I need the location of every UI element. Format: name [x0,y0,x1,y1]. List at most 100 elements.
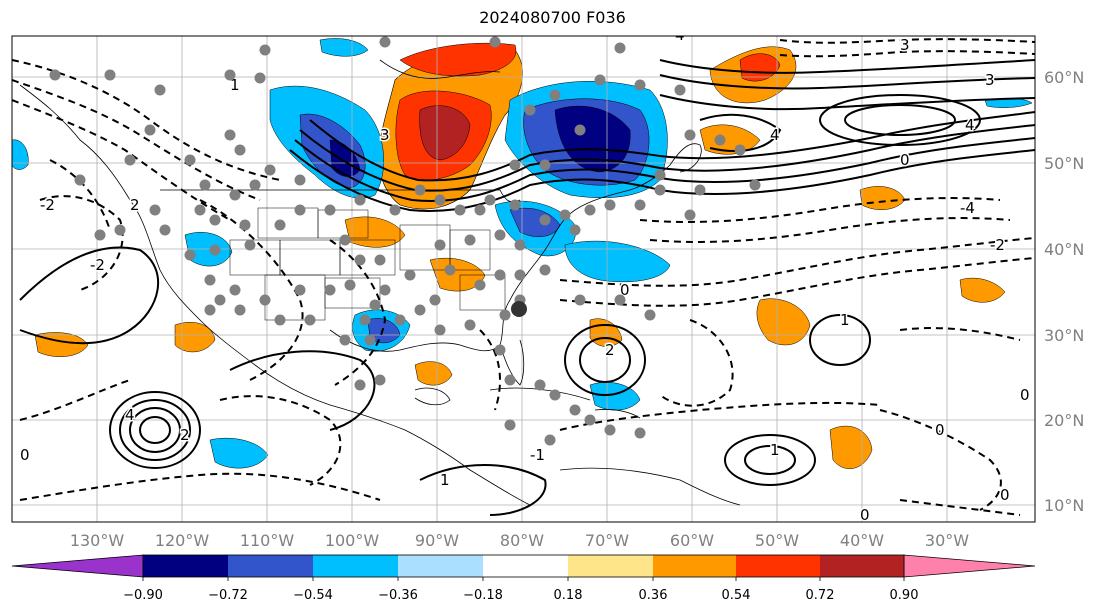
lon-label: 110°W [240,531,295,550]
shade-orange-atl2 [959,277,1006,303]
station-dot [734,144,746,156]
station-dot [259,44,271,56]
station-dot [274,219,286,231]
colorbar-tick-label: 0.90 [890,588,919,603]
station-dot [324,284,336,296]
station-dot [199,179,211,191]
shade-orange-atl [829,425,873,469]
shade-sky-nw [319,38,369,57]
station-dot [379,284,391,296]
station-dot [229,284,241,296]
station-dot [104,69,116,81]
coast-hudson [379,59,501,79]
shade-navy-east [554,105,631,173]
station-dot [204,304,216,316]
station-dot [149,204,161,216]
colorbar-tick-label: −0.54 [293,588,333,603]
coast-gulf [329,299,511,352]
shade-darkred-central [419,105,471,161]
station-dot [559,209,571,221]
station-dot [214,294,226,306]
station-dot [489,36,501,48]
station-dot [749,179,761,191]
station-dot [339,334,351,346]
station-dot [534,379,546,391]
station-dot [414,184,426,196]
station-dot [714,134,726,146]
station-dot [429,294,441,306]
contour-label: 1 [440,471,450,489]
station-dot [569,224,581,236]
station-dot [654,184,666,196]
station-dot [394,314,406,326]
station-dot [539,264,551,276]
station-dot [584,414,596,426]
station-dot [249,179,261,191]
contour-label: 3 [380,126,390,144]
station-dot [444,264,456,276]
contour-label: 4 [965,116,975,134]
contour-label: 0 [1020,386,1030,404]
station-dot [674,84,686,96]
map-border [11,35,1036,523]
station-dot [434,324,446,336]
colorbar-segment [143,555,228,577]
station-dots [49,36,761,446]
station-dot [594,74,606,86]
station-dot [494,229,506,241]
station-dot [359,314,371,326]
station-dot [184,154,196,166]
station-dot [434,194,446,206]
station-dot [634,199,646,211]
station-dot [549,89,561,101]
colorbar-tick-label: −0.36 [378,588,418,603]
contour-label: -2 [40,196,55,214]
contour-label: 2 [180,426,190,444]
station-dot [684,209,696,221]
contour-label: -4 [960,199,975,217]
station-dot [74,174,86,186]
station-dot [369,299,381,311]
station-dot [464,319,476,331]
station-dot [514,269,526,281]
station-dot [584,204,596,216]
station-dot [414,304,426,316]
station-dot [339,234,351,246]
coast-yucatan [414,387,451,406]
shade-sky-se [564,240,671,283]
station-dot [239,219,251,231]
station-dot [49,69,61,81]
station-dot [539,214,551,226]
shade-orange-mid [756,298,811,346]
contour-label: 0 [1000,486,1010,504]
colorbar-segment [736,555,820,577]
lon-label: 80°W [500,531,544,550]
colorbar-segment [228,555,313,577]
station-dot [634,79,646,91]
station-dot [604,199,616,211]
station-dot [464,234,476,246]
station-dot [499,309,511,321]
contour-label: -2 [990,236,1005,254]
contour-label: 0 [900,151,910,169]
colorbar-segment [820,555,904,577]
station-dot [254,72,266,84]
shade-orange-top [399,42,517,77]
colorbar-tick-label: −0.18 [463,588,503,603]
colorbar-segment [653,555,736,577]
station-dot [539,159,551,171]
station-dot [684,129,696,141]
colorbar-segment [313,555,398,577]
contour-label: 0 [935,421,945,439]
station-dot [634,427,646,439]
contour-label: 3 [985,71,995,89]
lon-label: 40°W [840,531,884,550]
station-dot [234,304,246,316]
station-dot [244,239,256,251]
contour-label: 1 [840,311,850,329]
contour-label: 2 [130,196,140,214]
station-dot [209,244,221,256]
coast-newfoundland [669,143,702,173]
